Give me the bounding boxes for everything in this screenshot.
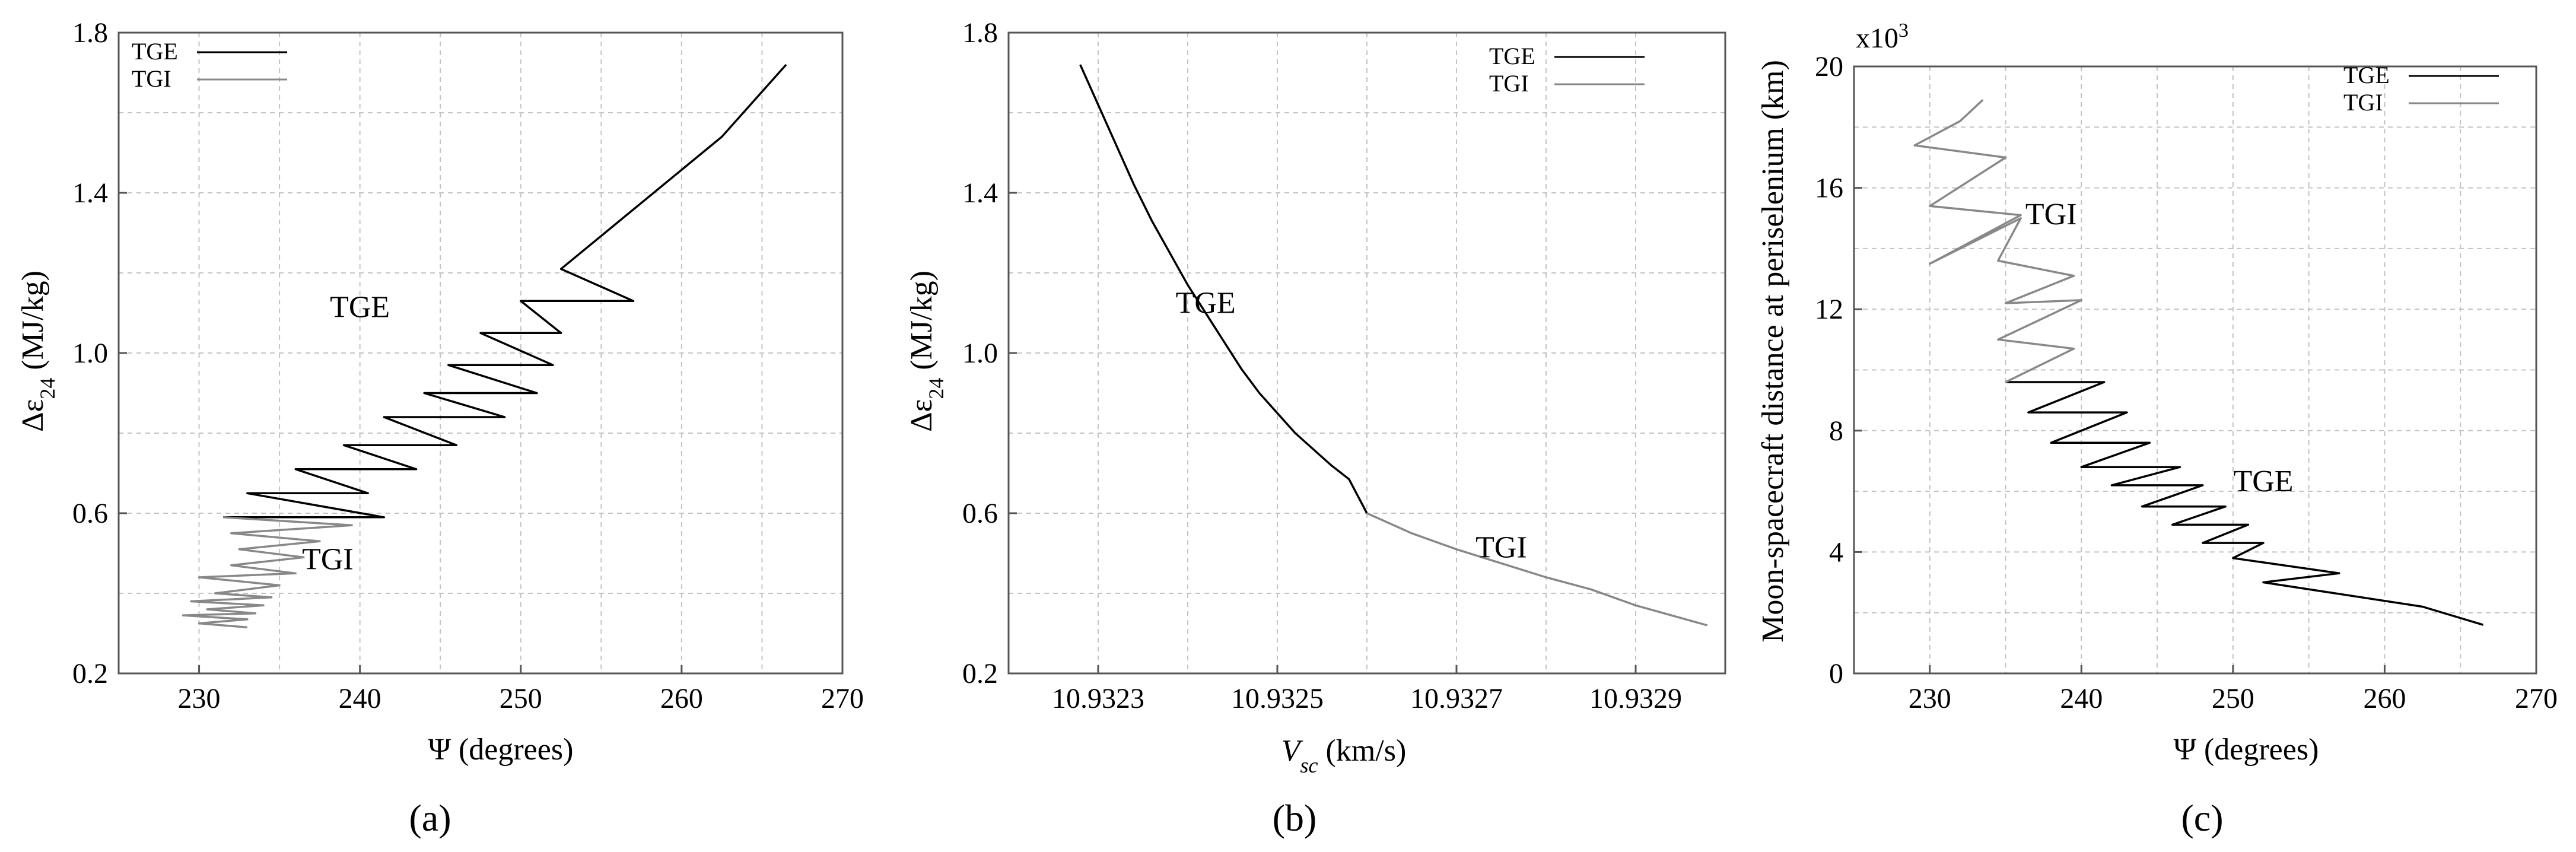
- panel-b-ylabel-sub: 24: [924, 378, 948, 399]
- panel-b-ytick-label: 1.8: [962, 17, 998, 49]
- panel-b-ylabel-main: Δε: [905, 399, 939, 432]
- panel-c-xtick-label: 270: [2515, 683, 2558, 714]
- panel-a-ytick-label: 0.2: [72, 658, 108, 689]
- panel-c-plot-frame: [1853, 65, 2537, 675]
- panel-b-xlabel-main: V: [1281, 734, 1303, 768]
- chart-panel-a: Δε24 (MJ/kg) Ψ (degrees) (a) 230 240 250 26…: [16, 17, 864, 839]
- panel-b-xlabel: Vsc (km/s): [1281, 734, 1407, 777]
- panel-c-ytick-label: 16: [1815, 173, 1843, 204]
- panel-b-ytick-label: 1.0: [962, 338, 998, 369]
- panel-a-label: (a): [409, 797, 451, 839]
- panel-b-ytick-label: 1.4: [962, 177, 998, 209]
- panel-a-legend-label-tge: TGE: [132, 38, 178, 65]
- panel-b-series-tgi: [1366, 512, 1708, 627]
- panel-a-xtick-label: 250: [500, 683, 542, 714]
- panel-c-series-tgi: [1913, 99, 2083, 383]
- panel-c-series-tge: [2005, 381, 2484, 626]
- panel-c-xtick-label: 260: [2363, 683, 2406, 714]
- panel-a-xlabel: Ψ (degrees): [428, 733, 574, 767]
- panel-a-ytick-label: 0.6: [72, 498, 108, 529]
- panel-c-ytick-label: 0: [1829, 658, 1843, 689]
- panel-b-ytick-label: 0.2: [962, 658, 998, 689]
- panel-a-ytick-label: 1.4: [72, 177, 108, 209]
- panel-a-annotation-tgi: TGI: [302, 543, 354, 577]
- panel-b-xtick-label: 10.9325: [1231, 683, 1324, 714]
- panel-a-series-tgi: [182, 516, 353, 629]
- panel-a-xtick-label: 270: [821, 683, 864, 714]
- panel-b-xtick-label: 10.9329: [1589, 683, 1682, 714]
- panel-a-ylabel: Δε24 (MJ/kg): [16, 271, 59, 432]
- panel-c-y-multiplier: x103: [1856, 20, 1909, 55]
- panel-b-legend-label-tge: TGE: [1489, 43, 1535, 69]
- panel-c-xlabel: Ψ (degrees): [2174, 733, 2319, 767]
- panel-a-gridlines: [119, 33, 842, 673]
- panel-a-ytick-label: 1.8: [72, 17, 108, 49]
- panel-a-series-tge: [223, 63, 787, 519]
- panel-c-ylabel: Moon-spacecraft distance at periselenium…: [1756, 60, 1790, 643]
- panel-a-ylabel-units: (MJ/kg): [16, 271, 50, 378]
- panel-c-xtick-label: 250: [2212, 683, 2254, 714]
- panel-b-xtick-label: 10.9323: [1052, 683, 1144, 714]
- chart-panel-b: Δε24 (MJ/kg) Vsc (km/s) (b) 10.9323 10.93…: [905, 17, 1726, 839]
- panel-c-label: (c): [2181, 797, 2223, 839]
- panel-a-xtick-label: 260: [660, 683, 703, 714]
- panel-b-xtick-label: 10.9327: [1410, 683, 1503, 714]
- panel-c-y-multiplier-base: x10: [1856, 23, 1898, 54]
- panel-a-ylabel-sub: 24: [36, 378, 59, 399]
- panel-c-legend-label-tgi: TGI: [2343, 89, 2383, 116]
- panel-b-annotation-tgi: TGI: [1475, 530, 1527, 564]
- panel-c-y-multiplier-exp: 3: [1898, 20, 1909, 42]
- panel-a-xtick-label: 230: [178, 683, 221, 714]
- panel-c-ytick-label: 8: [1829, 415, 1843, 447]
- panel-c-ytick-label: 12: [1815, 294, 1843, 325]
- panel-b-ylabel: Δε24 (MJ/kg): [905, 271, 948, 432]
- panel-c-xtick-label: 230: [1909, 683, 1951, 714]
- panel-b-series-tge: [1079, 64, 1368, 514]
- panel-b-ytick-label: 0.6: [962, 498, 998, 529]
- panel-b-label: (b): [1273, 797, 1317, 839]
- panel-b-legend-label-tgi: TGI: [1489, 70, 1529, 97]
- panel-b-annotation-tge: TGE: [1176, 287, 1236, 320]
- panel-a-ytick-label: 1.0: [72, 338, 108, 369]
- panel-c-ytick-label: 20: [1815, 51, 1843, 82]
- panel-a-ylabel-main: Δε: [16, 399, 50, 432]
- panel-c-gridlines: [1854, 66, 2536, 673]
- panel-c-xtick-label: 240: [2060, 683, 2103, 714]
- panel-b-xlabel-units: (km/s): [1318, 734, 1407, 768]
- panel-a-xtick-label: 240: [339, 683, 381, 714]
- panel-c-annotation-tge: TGE: [2233, 465, 2293, 498]
- panel-b-gridlines: [1009, 33, 1725, 673]
- chart-panel-c: Moon-spacecraft distance at periselenium…: [1756, 20, 2558, 840]
- panel-c-ytick-label: 4: [1829, 536, 1843, 568]
- panel-a-annotation-tge: TGE: [330, 290, 390, 324]
- panel-a-legend-label-tgi: TGI: [132, 65, 171, 92]
- panel-c-legend-label-tge: TGE: [2343, 62, 2390, 88]
- panel-b-xlabel-sub: sc: [1300, 754, 1318, 777]
- panel-b-ylabel-units: (MJ/kg): [905, 271, 939, 378]
- panel-c-annotation-tgi: TGI: [2025, 198, 2077, 231]
